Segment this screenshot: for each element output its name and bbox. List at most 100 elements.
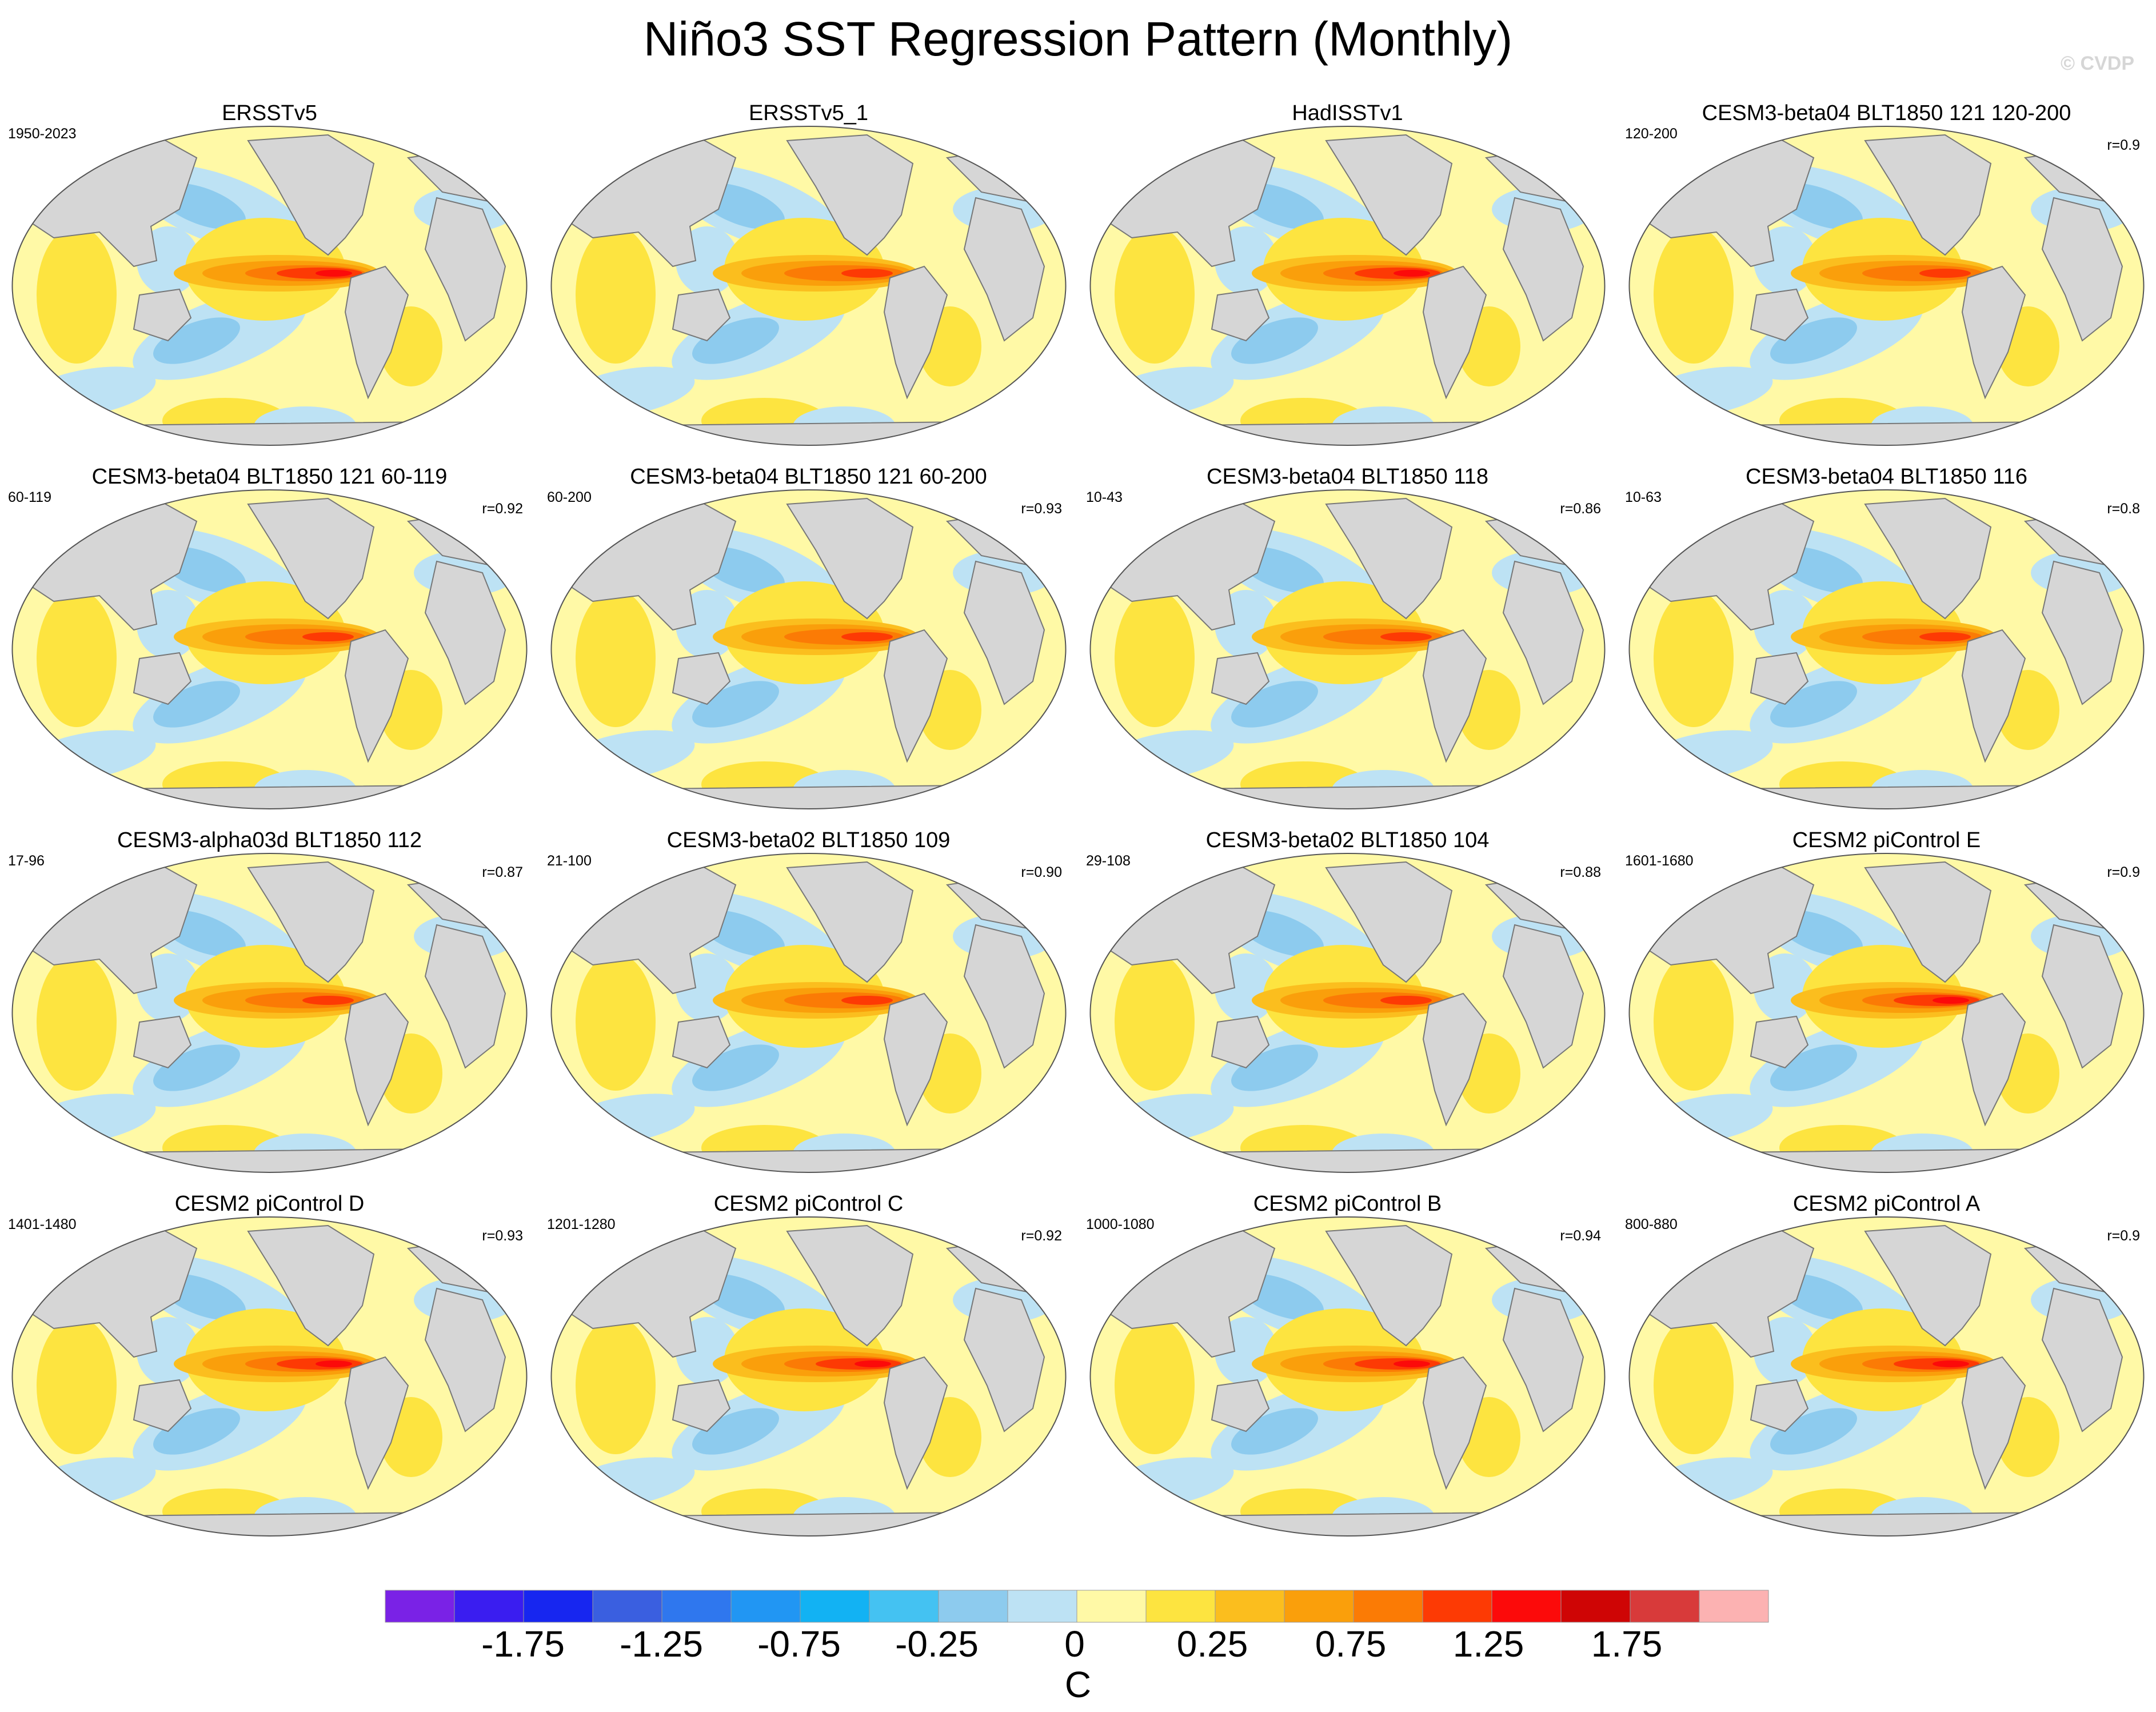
map-panel: CESM3-beta04 BLT1850 118 10-43 r=0.86 [1078,464,1617,813]
panel-correlation: r=0.92 [1021,1228,1062,1244]
sst-regression-map [1628,489,2145,809]
sst-regression-map [1089,1216,1606,1537]
colorbar-box [1630,1590,1700,1623]
panel-title: CESM3-beta04 BLT1850 121 60-119 [91,465,448,489]
map-panel: ERSSTv5 1950-2023 [0,101,539,449]
panel-title: ERSSTv5 [222,101,317,125]
figure-title: Niño3 SST Regression Pattern (Monthly) [643,12,1513,66]
panel-years: 10-63 [1625,489,1662,505]
colorbar-tick-label: 0 [1064,1623,1085,1665]
panel-title: CESM3-beta04 BLT1850 116 [1746,465,2027,489]
panel-correlation: r=0.9 [2107,1228,2140,1244]
colorbar-tick-label: -0.75 [757,1623,841,1665]
panel-correlation: r=0.92 [482,501,523,517]
colorbar-box [730,1590,801,1623]
panel-years: 10-43 [1086,489,1123,505]
colorbar-box [1215,1590,1285,1623]
colorbar-tick-label: 0.25 [1177,1623,1248,1665]
panel-title: CESM2 piControl B [1253,1192,1442,1216]
panel-title: CESM2 piControl D [174,1192,365,1216]
colorbar-box [938,1590,1008,1623]
panel-title: CESM3-alpha03d BLT1850 112 [117,828,422,852]
map-panel: CESM2 piControl A 800-880 r=0.9 [1617,1191,2156,1540]
sst-regression-map [1089,489,1606,809]
map-panel: CESM3-alpha03d BLT1850 112 17-96 r=0.87 [0,828,539,1176]
panel-years: 1000-1080 [1086,1216,1155,1232]
panel-correlation: r=0.9 [2107,137,2140,153]
sst-regression-map [1628,126,2145,446]
panel-years: 1401-1480 [8,1216,77,1232]
panel-years: 60-200 [547,489,592,505]
cvdp-watermark: © CVDP [2061,53,2134,74]
colorbar-tick-label: -0.25 [895,1623,979,1665]
map-panel: CESM3-beta04 BLT1850 121 60-200 60-200 r=0… [539,464,1078,813]
panel-years: 60-119 [8,489,51,505]
sst-regression-map [550,1216,1067,1537]
panel-years: 29-108 [1086,853,1131,869]
sst-regression-map [550,489,1067,809]
map-panel: CESM3-beta04 BLT1850 121 60-119 60-119 r=0… [0,464,539,813]
panel-correlation: r=0.87 [482,864,523,880]
colorbar-box [1145,1590,1216,1623]
sst-regression-map [550,853,1067,1173]
colorbar-box [1284,1590,1354,1623]
panel-title: CESM3-beta02 BLT1850 104 [1205,828,1490,852]
map-panel: CESM2 piControl E 1601-1680 r=0.9 [1617,828,2156,1176]
panel-correlation: r=0.93 [1021,501,1062,517]
colorbar-box [1076,1590,1147,1623]
panel-years: 800-880 [1625,1216,1678,1232]
sst-regression-map [11,1216,528,1537]
panel-title: CESM3-beta02 BLT1850 109 [666,828,951,852]
colorbar-box [385,1590,455,1623]
sst-regression-map [1628,853,2145,1173]
panel-years: 120-200 [1625,126,1678,142]
colorbar-box [1560,1590,1631,1623]
map-panel: CESM2 piControl B 1000-1080 r=0.94 [1078,1191,1617,1540]
colorbar-box [869,1590,939,1623]
panel-title: CESM3-beta04 BLT1850 121 60-200 [630,465,987,489]
colorbar-box [800,1590,870,1623]
colorbar-box [1353,1590,1423,1623]
panel-years: 17-96 [8,853,45,869]
sst-regression-map [1089,853,1606,1173]
map-panel: CESM3-beta04 BLT1850 116 10-63 r=0.8 [1617,464,2156,813]
sst-regression-map [11,126,528,446]
map-panel: HadISSTv1 [1078,101,1617,449]
panel-title: CESM3-beta04 BLT1850 121 120-200 [1702,101,2071,125]
colorbar-box [1422,1590,1492,1623]
sst-regression-map [11,853,528,1173]
colorbar-tick-label: -1.75 [481,1623,565,1665]
panel-title: CESM3-beta04 BLT1850 118 [1207,465,1488,489]
colorbar-tick-label: 1.75 [1591,1623,1663,1665]
panel-years: 1201-1280 [547,1216,616,1232]
colorbar-box [1491,1590,1562,1623]
colorbar-tick-label: 1.25 [1453,1623,1524,1665]
panel-correlation: r=0.90 [1021,864,1062,880]
panel-title: CESM2 piControl E [1792,828,1981,852]
panel-correlation: r=0.8 [2107,501,2140,517]
colorbar-box [454,1590,524,1623]
panel-correlation: r=0.93 [482,1228,523,1244]
sst-regression-map [1089,126,1606,446]
panel-title: CESM2 piControl A [1792,1192,1981,1216]
map-panel: CESM3-beta04 BLT1850 121 120-200 120-200 r… [1617,101,2156,449]
panel-correlation: r=0.9 [2107,864,2140,880]
colorbar-units-label: C [1064,1664,1092,1705]
panel-title: CESM2 piControl C [713,1192,904,1216]
colorbar-box [1699,1590,1769,1623]
map-panel: CESM2 piControl D 1401-1480 r=0.93 [0,1191,539,1540]
panel-years: 1950-2023 [8,126,77,142]
panel-correlation: r=0.94 [1560,1228,1601,1244]
panel-correlation: r=0.86 [1560,501,1601,517]
panel-years: 1601-1680 [1625,853,1694,869]
sst-regression-map [550,126,1067,446]
map-panel: CESM2 piControl C 1201-1280 r=0.92 [539,1191,1078,1540]
sst-regression-map [11,489,528,809]
colorbar-tick-label: -1.25 [620,1623,703,1665]
colorbar-box [661,1590,732,1623]
panel-correlation: r=0.88 [1560,864,1601,880]
colorbar-box [592,1590,662,1623]
map-panel: CESM3-beta02 BLT1850 109 21-100 r=0.90 [539,828,1078,1176]
colorbar-box [523,1590,593,1623]
colorbar-box [1007,1590,1077,1623]
